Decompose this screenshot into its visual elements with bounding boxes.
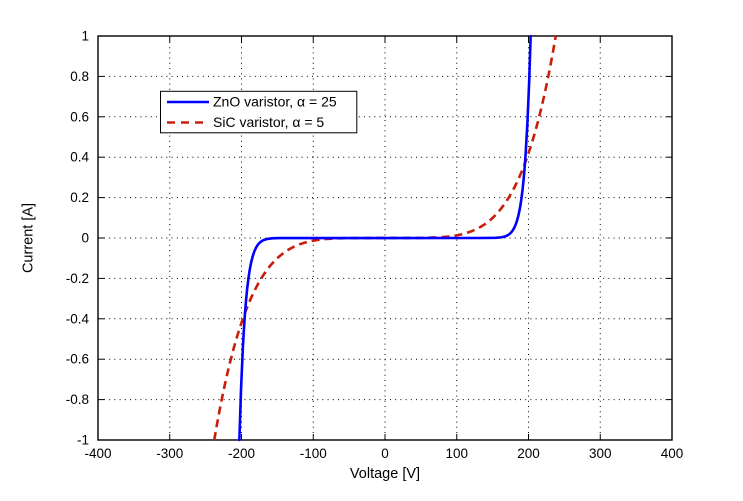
svg-text:-200: -200: [228, 446, 255, 461]
svg-text:-1: -1: [77, 433, 89, 448]
svg-text:-0.8: -0.8: [66, 392, 89, 407]
svg-text:-0.6: -0.6: [66, 352, 89, 367]
svg-text:1: 1: [81, 29, 89, 44]
svg-text:-300: -300: [156, 446, 183, 461]
svg-text:0.4: 0.4: [70, 150, 89, 165]
svg-text:0.2: 0.2: [70, 190, 89, 205]
svg-text:ZnO varistor, α = 25: ZnO varistor, α = 25: [213, 94, 337, 110]
svg-text:-100: -100: [300, 446, 327, 461]
svg-text:-0.4: -0.4: [66, 311, 90, 326]
svg-text:400: 400: [661, 446, 684, 461]
svg-text:200: 200: [517, 446, 540, 461]
svg-text:300: 300: [589, 446, 612, 461]
svg-text:0.8: 0.8: [70, 69, 89, 84]
svg-text:100: 100: [445, 446, 468, 461]
svg-text:Current [A]: Current [A]: [21, 203, 37, 273]
svg-text:0.6: 0.6: [70, 109, 89, 124]
svg-text:0: 0: [381, 446, 389, 461]
svg-text:Voltage [V]: Voltage [V]: [350, 466, 420, 482]
svg-text:SiC varistor, α = 5: SiC varistor, α = 5: [213, 114, 324, 130]
svg-text:0: 0: [81, 231, 89, 246]
svg-text:-400: -400: [84, 446, 111, 461]
svg-text:-0.2: -0.2: [66, 271, 89, 286]
